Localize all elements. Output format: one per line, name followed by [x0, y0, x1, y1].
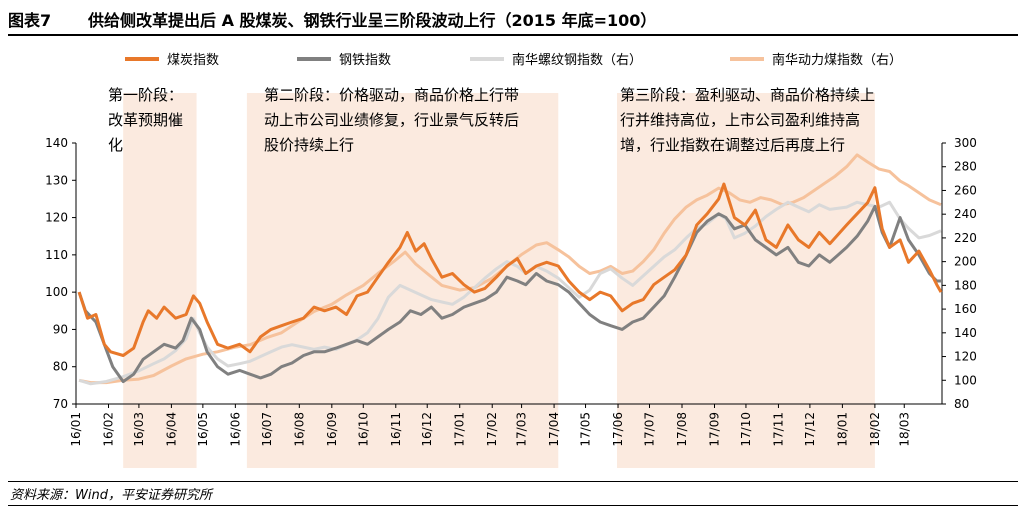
- right-tick-label: 120: [954, 350, 977, 364]
- x-tick-label: 16/05: [196, 412, 210, 447]
- x-tick-label: 16/09: [325, 412, 339, 447]
- figure-title: 供给侧改革提出后 A 股煤炭、钢铁行业呈三阶段波动上行（2015 年底=100）: [88, 11, 657, 30]
- legend-label-2: 钢铁指数: [339, 53, 391, 68]
- x-tick-label: 16/12: [420, 412, 434, 447]
- right-tick-label: 300: [954, 136, 977, 150]
- left-tick-label: 90: [53, 322, 68, 336]
- series-line-3: [78, 200, 942, 386]
- x-tick-label: 16/02: [102, 412, 116, 447]
- x-tick-label: 16/08: [292, 412, 306, 447]
- x-tick-label: 17/04: [547, 412, 561, 447]
- x-tick-label: 16/07: [260, 412, 274, 447]
- legend-label-4: 南华动力煤指数（右）: [772, 52, 902, 68]
- left-tick-label: 80: [53, 360, 68, 374]
- x-tick-label: 17/09: [707, 412, 721, 447]
- right-tick-label: 100: [954, 373, 977, 387]
- right-tick-label: 160: [954, 302, 977, 316]
- left-tick-label: 110: [45, 248, 68, 262]
- legend-label-1: 煤炭指数: [167, 53, 219, 68]
- left-tick-label: 140: [45, 136, 68, 150]
- right-tick-label: 80: [954, 397, 969, 411]
- x-tick-label: 16/01: [69, 412, 83, 447]
- x-tick-label: 17/11: [771, 412, 785, 447]
- phase-1-text: 化: [108, 136, 123, 154]
- footer-divider-bottom: [8, 505, 1018, 506]
- series-line-2: [77, 204, 941, 384]
- right-tick-label: 280: [954, 160, 977, 174]
- phase-1-text: 改革预期催: [108, 111, 183, 129]
- x-tick-label: 16/11: [389, 412, 403, 447]
- left-tick-label: 130: [45, 173, 68, 187]
- x-tick-label: 17/01: [453, 412, 467, 447]
- figure-header: 图表7 供给侧改革提出后 A 股煤炭、钢铁行业呈三阶段波动上行（2015 年底=…: [8, 0, 1018, 36]
- left-tick-label: 120: [45, 211, 68, 225]
- x-tick-label: 17/07: [642, 412, 656, 447]
- x-tick-label: 17/10: [739, 412, 753, 447]
- right-tick-label: 240: [954, 207, 977, 221]
- x-tick-label: 17/03: [515, 412, 529, 447]
- series-line-1: [77, 182, 943, 357]
- x-tick-label: 17/08: [675, 412, 689, 447]
- x-tick-label: 18/02: [868, 412, 882, 447]
- x-tick-label: 18/03: [897, 412, 911, 447]
- right-tick-label: 260: [954, 183, 977, 197]
- left-tick-label: 100: [45, 285, 68, 299]
- x-tick-label: 16/06: [228, 412, 242, 447]
- right-tick-label: 140: [954, 326, 977, 340]
- figure-number: 图表7: [8, 11, 52, 30]
- source-note: 资料来源：Wind，平安证券研究所: [10, 488, 212, 503]
- phase-3-text: 第三阶段：盈利驱动、商品价格持续上: [620, 86, 875, 104]
- left-tick-label: 70: [53, 397, 68, 411]
- x-tick-label: 16/10: [356, 412, 370, 447]
- legend-label-3: 南华螺纹钢指数（右）: [512, 52, 642, 68]
- right-tick-label: 220: [954, 231, 977, 245]
- phase-shade-1: [123, 93, 197, 468]
- x-tick-label: 17/12: [803, 412, 817, 447]
- phase-2-text: 第二阶段：价格驱动，商品价格上行带: [264, 86, 519, 104]
- x-tick-label: 17/06: [611, 412, 625, 447]
- x-tick-label: 16/04: [164, 412, 178, 447]
- phase-2-text: 股价持续上行: [264, 136, 354, 154]
- x-tick-label: 18/01: [835, 412, 849, 447]
- phase-2-text: 动上市公司业绩修复，行业景气反转后: [264, 111, 519, 129]
- x-tick-label: 17/02: [485, 412, 499, 447]
- phase-3-text: 增，行业指数在调整过后再度上行: [620, 136, 845, 154]
- right-tick-label: 180: [954, 278, 977, 292]
- x-tick-label: 16/03: [132, 412, 146, 447]
- phase-3-text: 行并维持高位，上市公司盈利维持高: [620, 111, 860, 129]
- footer-divider: [8, 481, 1018, 482]
- phase-1-text: 第一阶段：: [108, 86, 183, 104]
- right-tick-label: 200: [954, 255, 977, 269]
- x-tick-label: 17/05: [579, 412, 593, 447]
